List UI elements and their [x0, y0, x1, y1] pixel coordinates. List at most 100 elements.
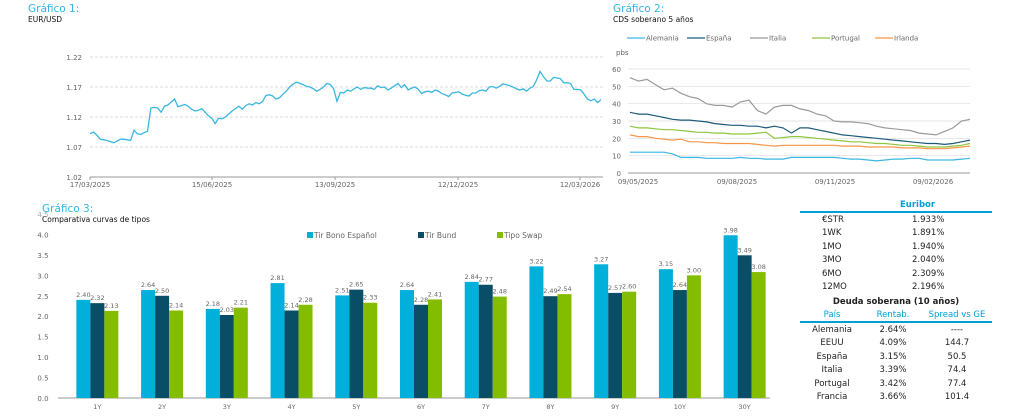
euribor-value: 1.940% — [912, 241, 945, 252]
y-tick-label: 50 — [612, 83, 621, 91]
euribor-value: 1.933% — [912, 214, 945, 225]
legend-label: Italia — [769, 35, 786, 43]
x-tick-label: 30Y — [739, 403, 751, 411]
bar-10y-2 — [686, 275, 701, 398]
chart2-subtitle: CDS soberano 5 años — [613, 15, 694, 24]
y-tick-label: 4.5 — [37, 211, 48, 219]
x-tick-label: 6Y — [417, 403, 425, 411]
y-tick-label: 1.22 — [66, 54, 82, 62]
chart3-title: Gráfico 3: — [42, 203, 94, 215]
euribor-tenor: 1WK — [822, 228, 842, 239]
legend-label: España — [706, 35, 732, 43]
legend-swatch-tir-bund — [418, 232, 424, 238]
bar-6y-2 — [428, 299, 442, 398]
bar-2y-1 — [155, 295, 170, 398]
bar-30y-1 — [737, 255, 752, 398]
chart1-subtitle: EUR/USD — [28, 15, 62, 24]
bar-value-label: 2.64 — [673, 281, 687, 289]
cds-line-alemania — [630, 151, 971, 162]
spread-value: 144.7 — [944, 338, 970, 349]
sovereign-debt-rule — [800, 321, 992, 323]
bar-value-label: 2.49 — [543, 287, 557, 295]
sovereign-debt-table: Deuda soberana (10 años) País Rentab. Sp… — [800, 296, 992, 404]
x-tick-label: 12/12/2025 — [438, 181, 478, 189]
x-tick-label: 15/06/2025 — [192, 181, 232, 189]
bar-3y-2 — [233, 307, 248, 398]
sovereign-debt-row: España 3.15% 50.5 — [800, 350, 992, 364]
y-tick-label: 10 — [612, 153, 621, 161]
bar-9y-1 — [608, 292, 623, 398]
y-tick-label: 4.0 — [37, 231, 48, 239]
legend-label: Portugal — [831, 35, 860, 43]
bar-6y-1 — [414, 304, 428, 398]
cds-line-españa — [629, 111, 971, 146]
y-tick-label: 0.0 — [37, 395, 48, 403]
bar-30y-0 — [723, 235, 738, 398]
bar-value-label: 3.00 — [687, 266, 701, 274]
bar-4y-0 — [270, 283, 285, 398]
bar-value-label: 2.28 — [298, 296, 312, 304]
y-tick-label: 30 — [612, 118, 621, 126]
x-tick-label: 17/03/2025 — [70, 181, 110, 189]
y-tick-label: 1.07 — [66, 144, 82, 152]
euribor-tenor: €STR — [822, 214, 844, 225]
bar-value-label: 2.33 — [363, 294, 377, 302]
bar-value-label: 2.14 — [284, 301, 298, 309]
bar-8y-0 — [529, 266, 544, 398]
bar-3y-0 — [205, 308, 220, 398]
euribor-tenor: 12MO — [822, 282, 847, 293]
x-tick-label: 8Y — [546, 403, 554, 411]
bar-1y-2 — [104, 310, 119, 398]
cds-line-italia — [629, 77, 971, 136]
sovereign-debt-row: Italia 3.39% 74.4 — [800, 364, 992, 378]
bar-value-label: 2.64 — [400, 281, 414, 289]
y-tick-label: 1.5 — [37, 334, 48, 342]
sovereign-debt-row: Francia 3.66% 101.4 — [800, 391, 992, 405]
y-tick-label: 1.12 — [66, 114, 82, 122]
euribor-tenor: 3MO — [822, 255, 842, 266]
bar-value-label: 2.50 — [155, 287, 169, 295]
legend-label: Irlanda — [894, 35, 918, 43]
header-pais: País — [823, 309, 841, 320]
bar-value-label: 2.54 — [557, 285, 571, 293]
bar-value-label: 2.28 — [414, 296, 428, 304]
bar-7y-0 — [464, 281, 479, 398]
euribor-table: Euribor €STR 1.933% 1WK 1.891% 1MO 1.940% 3MO 2… — [800, 199, 992, 294]
bar-6y-0 — [400, 290, 414, 398]
bar-value-label: 2.13 — [104, 302, 118, 310]
bar-2y-0 — [141, 290, 156, 398]
euribor-title: Euribor — [900, 200, 936, 210]
legend-swatch-tir-bono-español — [307, 232, 313, 238]
bar-value-label: 3.98 — [723, 226, 737, 234]
euribor-value: 1.891% — [912, 228, 945, 239]
bar-value-label: 2.18 — [206, 300, 220, 308]
yield-value: 3.66% — [879, 392, 907, 403]
chart1-title: Gráfico 1: — [28, 3, 80, 15]
y-tick-label: 0.5 — [37, 375, 48, 383]
eurusd-line — [89, 69, 602, 144]
eurusd-line-chart: 1.02 1.07 1.12 1.17 1.22 17/03/2025 15/06/2025… — [66, 54, 603, 189]
x-tick-label: 4Y — [287, 403, 295, 411]
sovereign-debt-row: Alemania 2.64% ---- — [800, 323, 992, 337]
y-tick-label: 20 — [612, 135, 621, 143]
bar-5y-1 — [349, 289, 364, 398]
spread-value: 50.5 — [947, 351, 967, 362]
bar-1y-0 — [76, 299, 91, 398]
bar-value-label: 2.41 — [428, 290, 442, 298]
spread-value: 101.4 — [944, 392, 970, 403]
sovereign-debt-title: Deuda soberana (10 años) — [832, 297, 960, 307]
cds-line-chart: Alemania España Italia Portugal Irlanda pbs 0 1… — [612, 35, 971, 186]
yield-value: 3.39% — [879, 365, 907, 376]
bar-value-label: 2.65 — [349, 281, 363, 289]
bar-value-label: 2.57 — [608, 284, 622, 292]
y-tick-label: 3.5 — [37, 252, 48, 260]
x-tick-label: 9Y — [611, 403, 619, 411]
euribor-row: 3MO 2.040% — [800, 254, 992, 268]
chart3-header: Gráfico 3: Comparativa curvas de tipos — [42, 203, 150, 224]
y-tick-label: 40 — [612, 101, 621, 109]
x-tick-label: 2Y — [158, 403, 166, 411]
country-name: Francia — [816, 392, 848, 403]
bar-10y-1 — [672, 290, 687, 398]
bar-value-label: 2.84 — [464, 273, 478, 281]
bar-value-label: 2.40 — [76, 291, 90, 299]
